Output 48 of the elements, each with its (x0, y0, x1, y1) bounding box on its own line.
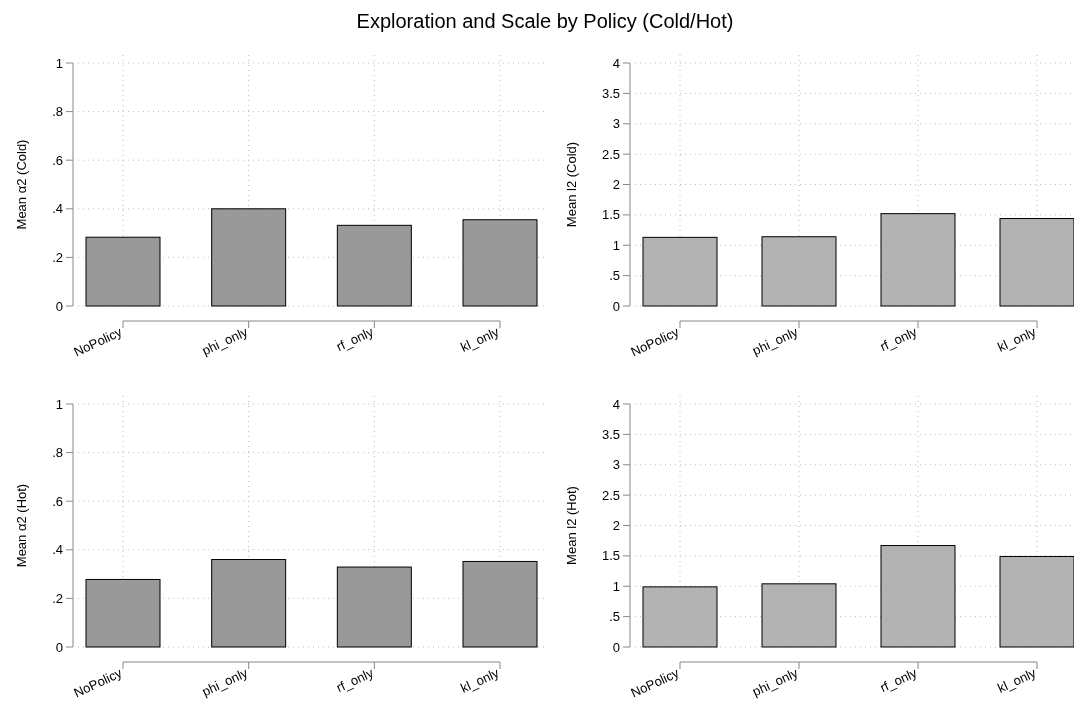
y-tick-label: 1 (55, 55, 63, 71)
bar (336, 566, 412, 648)
y-tick-label: .4 (52, 201, 63, 217)
y-tick-label: 1 (612, 237, 620, 253)
y-tick-label: 3.5 (601, 85, 620, 101)
y-tick-label: 1.5 (601, 207, 620, 223)
bar (211, 559, 287, 648)
y-tick-label: .2 (52, 590, 63, 606)
bar (85, 578, 161, 648)
y-tick-label: .6 (52, 152, 63, 168)
y-tick-label: 1 (612, 578, 620, 594)
y-tick-label: .2 (52, 249, 63, 265)
y-axis-title: Mean l2 (Hot) (564, 486, 579, 565)
y-tick-label: 0 (55, 298, 63, 314)
y-tick-label: .6 (52, 493, 63, 509)
y-tick-label: 2.5 (601, 146, 620, 162)
y-tick-label: 1.5 (601, 548, 620, 564)
y-tick-label: 3 (612, 457, 620, 473)
y-tick-label: 3 (612, 116, 620, 132)
x-tick-label: rf_only (333, 664, 377, 696)
y-tick-label: .4 (52, 542, 63, 558)
x-tick-label: rf_only (877, 323, 920, 355)
y-axis-title: Mean α2 (Cold) (14, 139, 29, 230)
chart-title: Exploration and Scale by Policy (Cold/Hot) (356, 10, 734, 32)
y-axis-title: Mean α2 (Hot) (14, 483, 29, 568)
y-tick-label: 2 (612, 177, 620, 193)
y-tick-label: .5 (609, 268, 620, 284)
y-tick-label: 0 (612, 298, 620, 314)
bar (336, 224, 412, 307)
x-tick-label: rf_only (333, 323, 377, 355)
y-tick-label: 3.5 (601, 426, 620, 442)
y-axis-title: Mean l2 (Cold) (564, 141, 579, 228)
bar (211, 208, 287, 307)
y-tick-label: 2 (612, 518, 620, 534)
y-tick-label: 0 (55, 639, 63, 655)
y-tick-label: 4 (612, 396, 620, 412)
y-tick-label: 2.5 (601, 487, 620, 503)
y-tick-label: 4 (612, 55, 620, 71)
bar (85, 236, 161, 307)
bar (880, 545, 956, 648)
y-tick-label: .8 (52, 445, 63, 461)
y-tick-label: .5 (609, 609, 620, 625)
bar (462, 219, 538, 307)
x-tick-label: rf_only (877, 664, 920, 696)
y-tick-label: 1 (55, 396, 63, 412)
y-tick-label: .8 (52, 104, 63, 120)
y-tick-label: 0 (612, 639, 620, 655)
bar (462, 560, 538, 648)
